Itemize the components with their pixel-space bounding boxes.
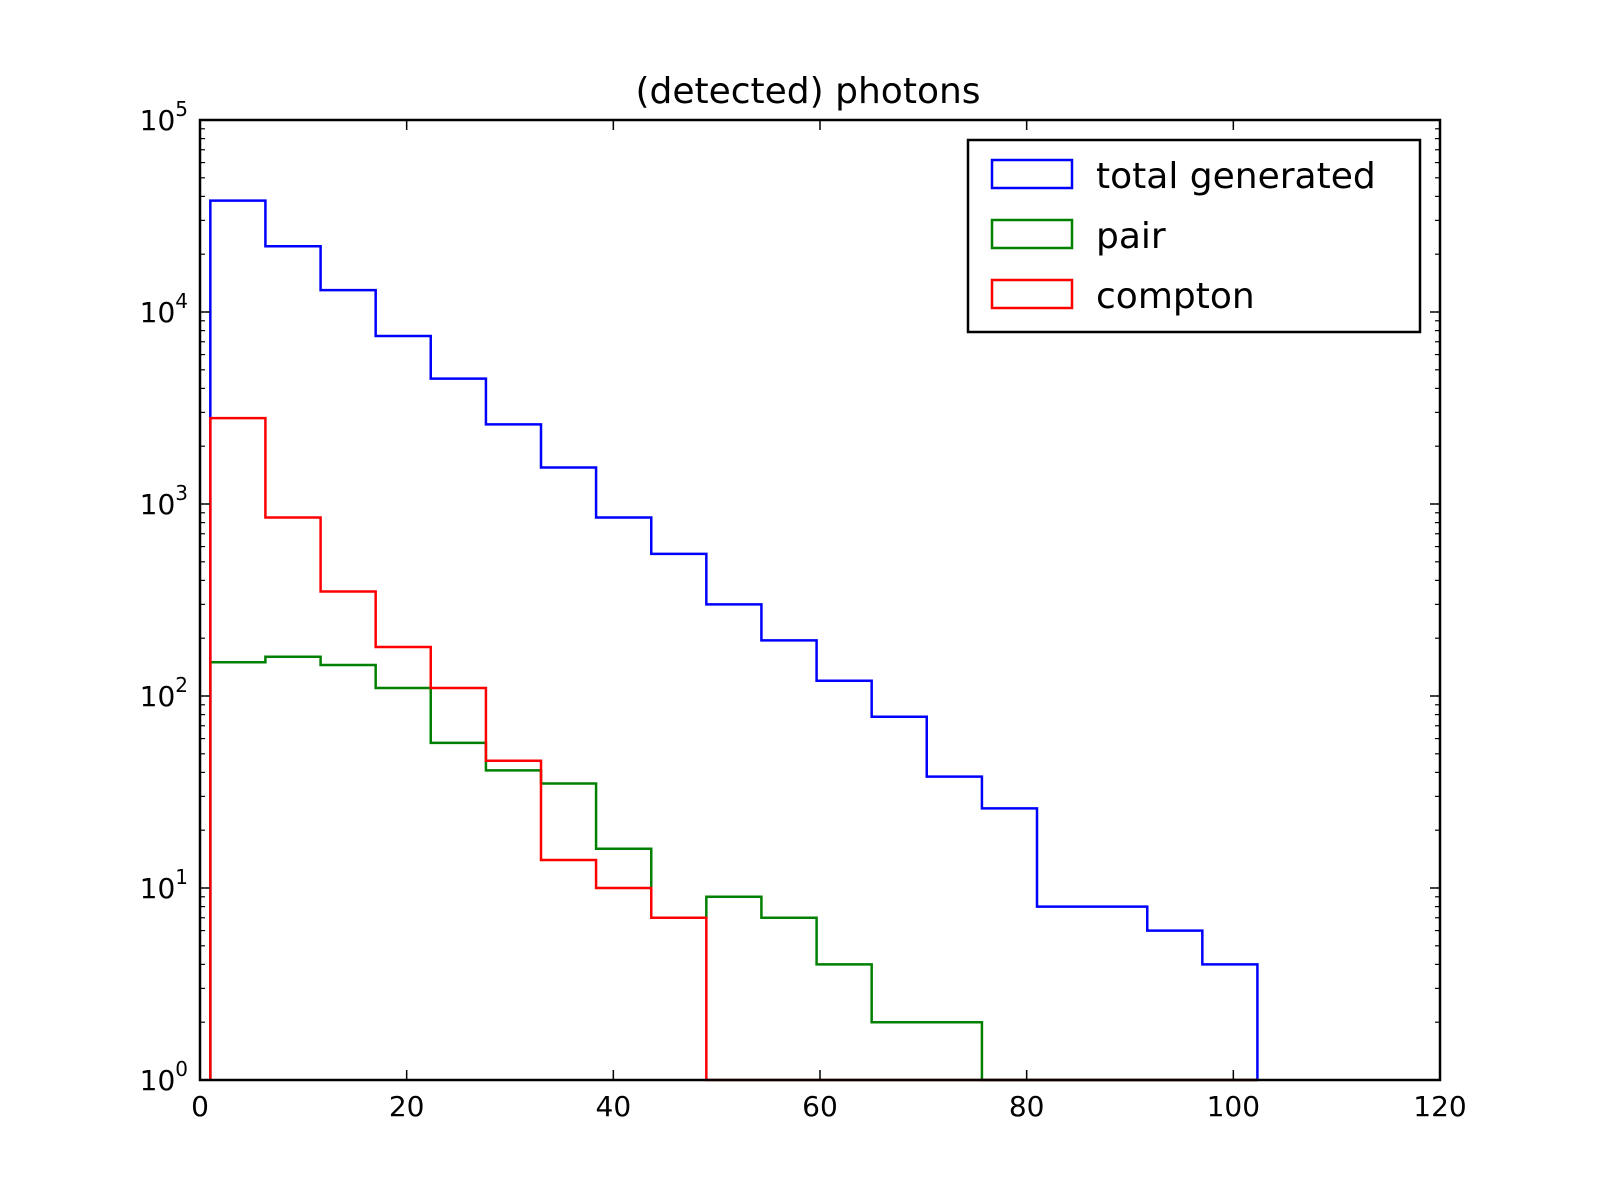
x-tick-label: 120 (1413, 1090, 1466, 1123)
series-pair (209, 655, 1258, 1082)
legend: total generated pair compton (966, 138, 1422, 334)
x-tick-label: 20 (389, 1090, 425, 1123)
y-tick-label: 103 (140, 481, 188, 521)
x-tick-label: 0 (191, 1090, 209, 1123)
legend-label: total generated (1096, 156, 1376, 197)
x-tick-label: 80 (1009, 1090, 1045, 1123)
legend-box (966, 138, 1422, 334)
plot-frame (198, 118, 1442, 1082)
chart-title: (detected) photons (635, 71, 980, 112)
y-tick-label: 102 (140, 673, 188, 713)
y-tick-label: 105 (140, 97, 188, 137)
legend-label: compton (1096, 276, 1255, 317)
legend-label: pair (1096, 216, 1166, 257)
legend-swatch (990, 278, 1074, 310)
y-tick-label: 101 (140, 865, 188, 905)
series-total-generated (209, 199, 1259, 1080)
legend-swatch (990, 218, 1074, 250)
x-tick-label: 60 (802, 1090, 838, 1123)
legend-swatch (990, 158, 1074, 190)
y-tick-label: 100 (140, 1057, 188, 1097)
y-tick-label: 104 (140, 289, 188, 329)
x-tick-label: 40 (596, 1090, 632, 1123)
x-tick-label: 100 (1207, 1090, 1260, 1123)
